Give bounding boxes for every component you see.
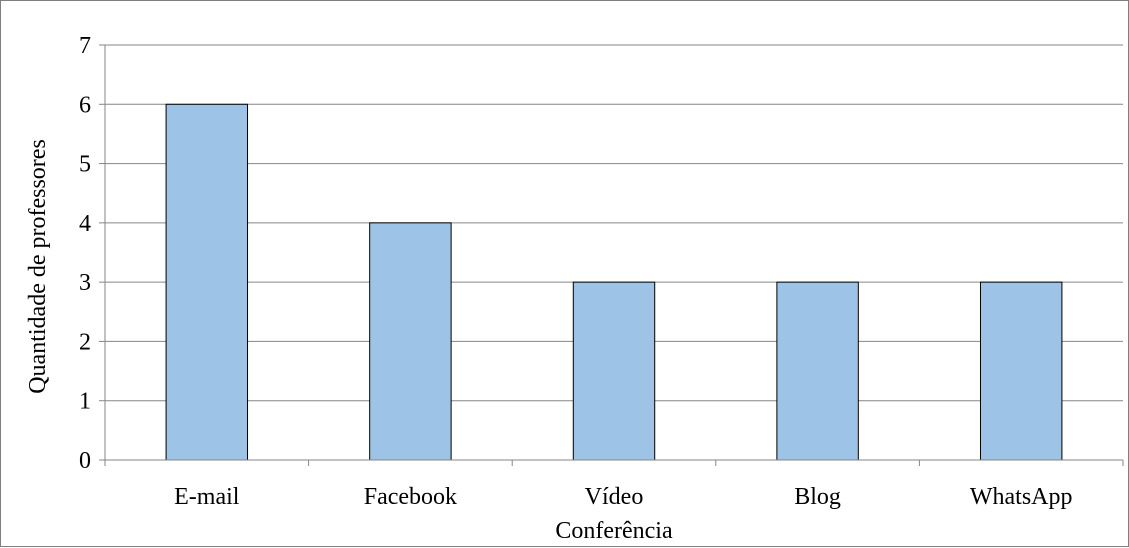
y-tick-label: 1 [79,389,91,415]
bar [572,281,656,461]
y-tick-label: 6 [79,92,91,118]
bar [979,281,1063,461]
x-category-label: Conferência [555,518,673,544]
y-tick-label: 0 [79,448,91,474]
y-tick-label: 7 [79,33,91,59]
x-category-label: E-mail [174,484,240,510]
y-tick-label: 2 [79,329,91,355]
bar [776,281,859,461]
x-category-label: WhatsApp [970,484,1073,510]
y-tick-labels: 0 1 2 3 4 5 6 7 [79,33,91,474]
bar [369,222,452,461]
y-tick-label: 4 [79,211,91,237]
y-tick-label: 3 [79,270,91,296]
axes [99,44,1124,466]
bar [165,103,249,461]
x-category-labels: E-mail Facebook Vídeo Conferência Blog WhatsA… [174,484,1072,544]
x-category-label: Facebook [364,484,457,510]
y-tick-label: 5 [79,152,91,178]
x-category-label: Blog [794,484,841,510]
bars [165,103,1063,461]
y-axis-title: Quantidade de professores [25,139,51,394]
x-category-label: Vídeo [585,484,644,510]
